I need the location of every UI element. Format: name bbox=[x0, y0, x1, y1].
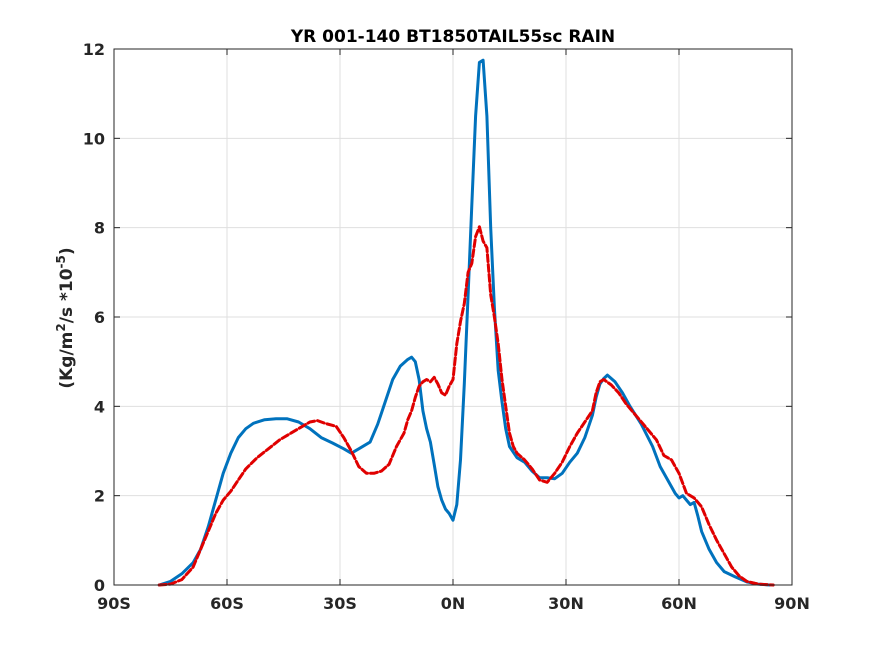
x-tick-label: 60N bbox=[661, 594, 697, 613]
y-tick-label: 4 bbox=[94, 397, 105, 416]
chart-title: YR 001-140 BT1850TAIL55sc RAIN bbox=[290, 27, 615, 47]
x-tick-label: 30N bbox=[548, 594, 584, 613]
x-tick-label: 90S bbox=[97, 594, 131, 613]
y-tick-label: 8 bbox=[94, 219, 105, 238]
y-tick-label: 6 bbox=[94, 308, 105, 327]
y-tick-labels: 0 2 4 6 8 10 12 bbox=[83, 40, 105, 595]
series-line-2 bbox=[157, 225, 775, 587]
y-tick-label: 12 bbox=[83, 40, 105, 59]
y-tick-label: 10 bbox=[83, 129, 105, 148]
x-tick-label: 60S bbox=[210, 594, 244, 613]
y-tick-label: 2 bbox=[94, 487, 105, 506]
y-axis-label: (Kg/m2/s *10-5) bbox=[54, 247, 77, 388]
plot-area: 90S 60S 30S 0N 30N 60N 90N 0 2 4 6 8 10 12 bbox=[83, 40, 810, 613]
x-tick-label: 90N bbox=[774, 594, 810, 613]
x-tick-labels: 90S 60S 30S 0N 30N 60N 90N bbox=[97, 594, 810, 613]
y-tick-label: 0 bbox=[94, 576, 105, 595]
series-line-1 bbox=[157, 58, 771, 587]
x-tick-label: 30S bbox=[323, 594, 357, 613]
tick-marks bbox=[113, 48, 793, 586]
x-tick-label: 0N bbox=[441, 594, 466, 613]
series-group bbox=[157, 58, 775, 587]
